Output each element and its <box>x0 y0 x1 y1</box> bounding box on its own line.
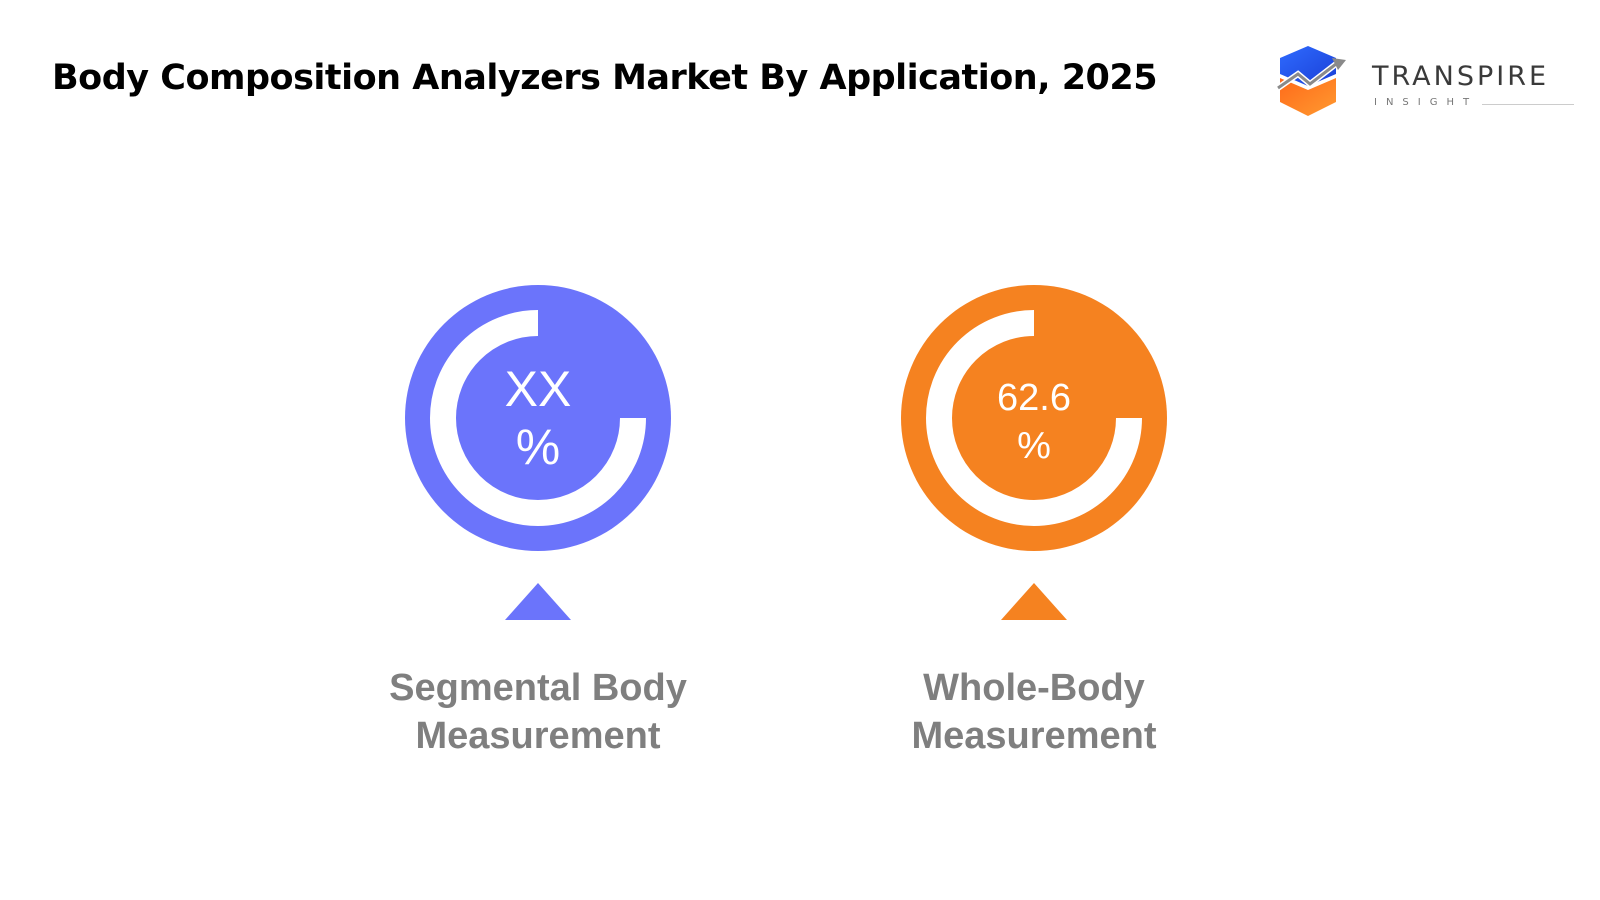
logo-hexagon-icon <box>1276 46 1346 116</box>
category-label: Measurement <box>912 715 1157 757</box>
chart-title: Body Composition Analyzers Market By App… <box>52 58 1158 98</box>
gauge-ring-arc <box>926 310 1142 526</box>
value-label: 62.6 <box>997 377 1071 419</box>
pointer-triangle <box>505 583 571 620</box>
logo-name: TRANSPIRE <box>1372 61 1550 92</box>
gauge-1: XX% Segmental Body Measurement <box>389 285 687 757</box>
gauge-ring-arc <box>430 310 646 526</box>
transpire-logo: TRANSPIRE INSIGHT <box>1276 44 1576 120</box>
pointer-triangle <box>1001 583 1067 620</box>
value-label: XX <box>505 361 572 417</box>
category-label: Whole-Body <box>923 667 1145 709</box>
category-label: Measurement <box>416 715 661 757</box>
value-unit: % <box>1017 425 1051 467</box>
category-label: Segmental Body <box>389 667 687 709</box>
gauge-2: 62.6% Whole-Body Measurement <box>901 285 1167 757</box>
logo-subtitle: INSIGHT <box>1374 97 1479 108</box>
logo-divider <box>1482 104 1574 105</box>
value-unit: % <box>516 419 560 475</box>
